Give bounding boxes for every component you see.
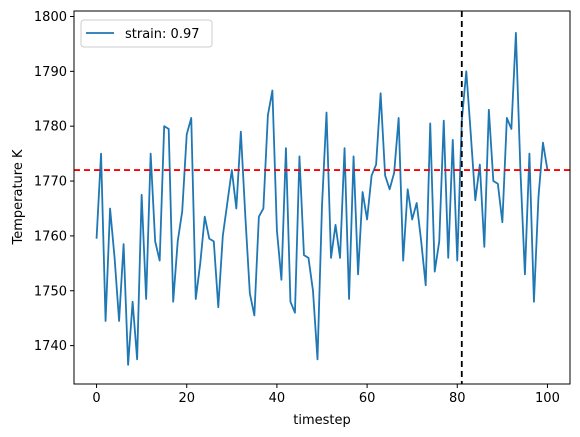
- legend: strain: 0.97: [80, 19, 213, 48]
- x-tick-label: 20: [178, 391, 195, 406]
- y-tick-label: 1770: [34, 175, 67, 190]
- y-tick-label: 1800: [34, 10, 67, 25]
- x-axis: 0 20 40 60 80 100: [92, 384, 560, 406]
- y-axis: 1740 1750 1760 1770 1780 1790 1800: [34, 10, 74, 354]
- plot-area: [74, 11, 570, 384]
- x-tick-label: 40: [269, 391, 286, 406]
- y-tick-label: 1790: [34, 65, 67, 80]
- y-axis-label: Temperature K: [11, 149, 26, 245]
- y-tick-label: 1780: [34, 120, 67, 135]
- legend-label: strain: 0.97: [125, 27, 200, 42]
- x-axis-label: timestep: [293, 413, 351, 428]
- y-tick-label: 1760: [34, 229, 67, 244]
- x-tick-label: 100: [535, 391, 560, 406]
- series-line: [95, 32, 549, 366]
- x-tick-label: 80: [449, 391, 466, 406]
- y-tick-label: 1740: [34, 339, 67, 354]
- x-tick-label: 0: [92, 391, 100, 406]
- plot-frame: [73, 10, 571, 385]
- y-tick-label: 1750: [34, 284, 67, 299]
- legend-box: [80, 19, 213, 48]
- x-tick-label: 60: [359, 391, 376, 406]
